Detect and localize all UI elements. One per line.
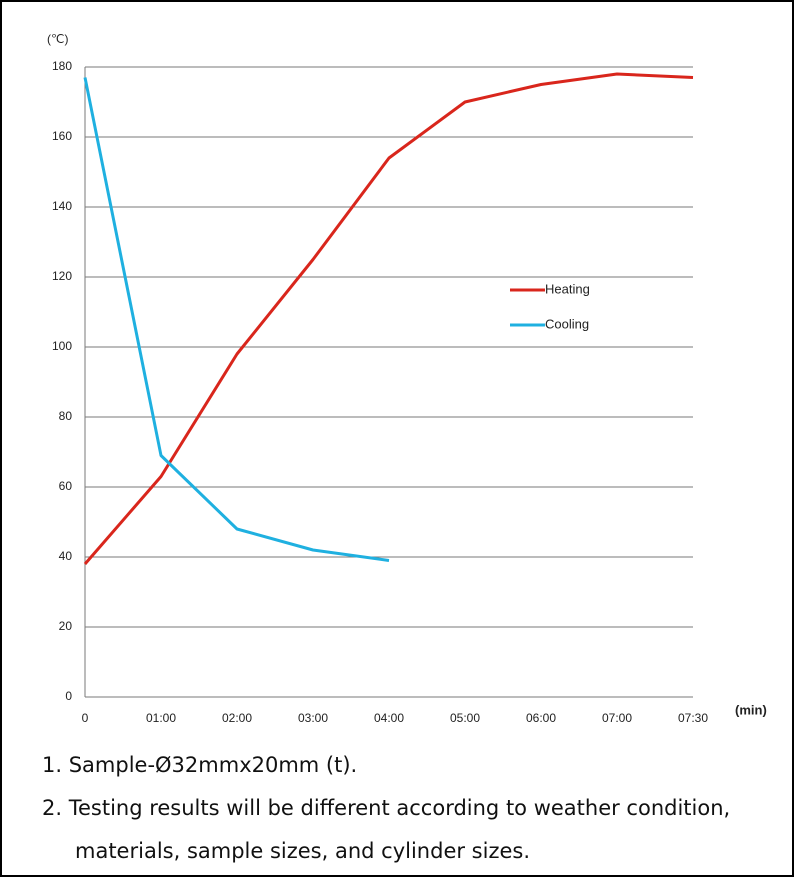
y-tick-label: 40 xyxy=(59,549,73,563)
y-tick-label: 180 xyxy=(52,59,72,73)
y-tick-label: 80 xyxy=(59,409,73,423)
y-tick-label: 100 xyxy=(52,339,72,353)
series-line xyxy=(83,77,390,562)
chart: (℃) (min) 0 20 40 60 80 100 120 140 160 180 0 01:00… xyxy=(47,32,767,725)
x-tick-label: 03:00 xyxy=(298,711,328,725)
y-tick-label: 60 xyxy=(59,479,73,493)
x-tick-label: 02:00 xyxy=(222,711,252,725)
x-tick-label: 0 xyxy=(82,711,89,725)
x-tick-label: 01:00 xyxy=(146,711,176,725)
x-axis-label: (min) xyxy=(735,702,767,717)
note: 1. Sample-Ø32mmx20mm (t). xyxy=(42,753,358,777)
y-axis-label: (℃) xyxy=(47,32,68,46)
legend-label: Heating xyxy=(545,281,590,296)
x-tick-label: 04:00 xyxy=(374,711,404,725)
x-tick-label: 07:30 xyxy=(678,711,708,725)
series-line xyxy=(83,72,694,565)
y-tick-label: 120 xyxy=(52,269,72,283)
x-tick-label: 07:00 xyxy=(602,711,632,725)
x-tick-label: 05:00 xyxy=(450,711,480,725)
y-tick-label: 160 xyxy=(52,129,72,143)
note: 2. Testing results will be different acc… xyxy=(42,796,731,863)
y-tick-label: 140 xyxy=(52,199,72,213)
x-tick-label: 06:00 xyxy=(526,711,556,725)
y-tick-label: 0 xyxy=(65,689,72,703)
notes: 1. Sample-Ø32mmx20mm (t). 2. Testing resu… xyxy=(42,744,787,873)
legend-label: Cooling xyxy=(545,316,589,331)
y-tick-label: 20 xyxy=(59,619,73,633)
